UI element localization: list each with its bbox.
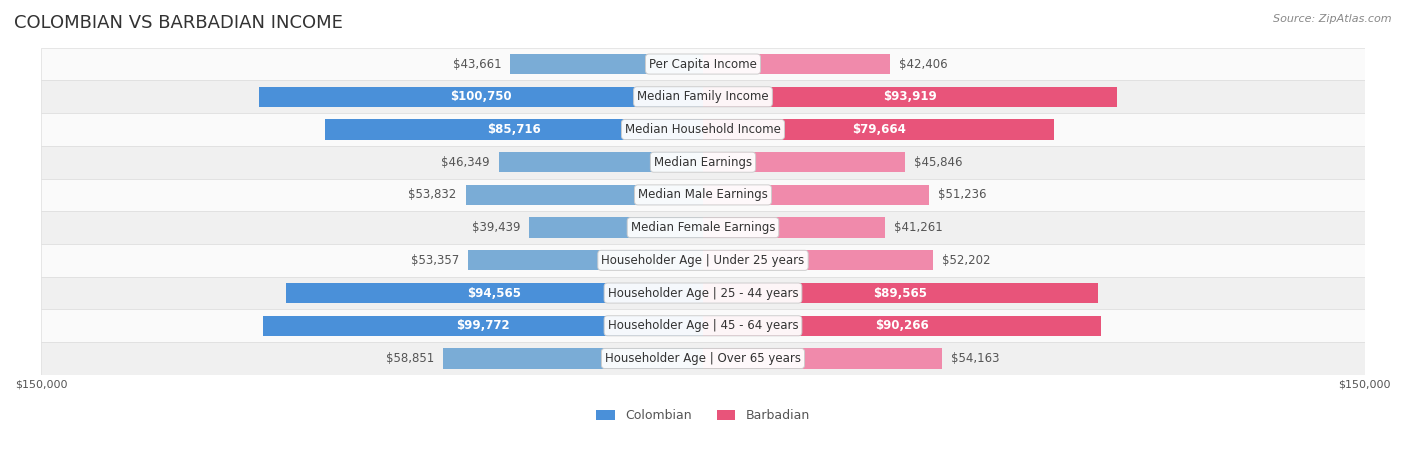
Text: Householder Age | Under 25 years: Householder Age | Under 25 years: [602, 254, 804, 267]
FancyBboxPatch shape: [41, 244, 1365, 277]
Text: Source: ZipAtlas.com: Source: ZipAtlas.com: [1274, 14, 1392, 24]
Text: Householder Age | Over 65 years: Householder Age | Over 65 years: [605, 352, 801, 365]
Text: $51,236: $51,236: [938, 188, 987, 201]
Text: $79,664: $79,664: [852, 123, 905, 136]
FancyBboxPatch shape: [41, 113, 1365, 146]
Bar: [468, 250, 703, 270]
Text: Median Family Income: Median Family Income: [637, 90, 769, 103]
Text: $99,772: $99,772: [456, 319, 510, 333]
Bar: [259, 86, 703, 107]
Text: $39,439: $39,439: [471, 221, 520, 234]
Text: $94,565: $94,565: [467, 287, 522, 299]
FancyBboxPatch shape: [41, 48, 1365, 80]
Text: $46,349: $46,349: [441, 156, 489, 169]
Text: $52,202: $52,202: [942, 254, 991, 267]
Text: Median Female Earnings: Median Female Earnings: [631, 221, 775, 234]
Text: $54,163: $54,163: [950, 352, 1000, 365]
Bar: [285, 283, 703, 303]
Bar: [703, 316, 1101, 336]
Bar: [703, 54, 890, 74]
Legend: Colombian, Barbadian: Colombian, Barbadian: [592, 404, 814, 427]
Text: Householder Age | 25 - 44 years: Householder Age | 25 - 44 years: [607, 287, 799, 299]
Text: $53,357: $53,357: [411, 254, 458, 267]
Bar: [703, 86, 1118, 107]
Bar: [325, 120, 703, 140]
FancyBboxPatch shape: [41, 310, 1365, 342]
Bar: [703, 120, 1054, 140]
FancyBboxPatch shape: [41, 342, 1365, 375]
Bar: [443, 348, 703, 368]
Bar: [263, 316, 703, 336]
Bar: [703, 283, 1098, 303]
Text: $53,832: $53,832: [408, 188, 457, 201]
Bar: [703, 218, 884, 238]
Text: Median Earnings: Median Earnings: [654, 156, 752, 169]
Bar: [703, 250, 934, 270]
Text: Median Male Earnings: Median Male Earnings: [638, 188, 768, 201]
Text: $41,261: $41,261: [894, 221, 942, 234]
Text: COLOMBIAN VS BARBADIAN INCOME: COLOMBIAN VS BARBADIAN INCOME: [14, 14, 343, 32]
Bar: [703, 348, 942, 368]
FancyBboxPatch shape: [41, 178, 1365, 211]
FancyBboxPatch shape: [41, 80, 1365, 113]
Text: $100,750: $100,750: [450, 90, 512, 103]
Bar: [703, 152, 905, 172]
Bar: [703, 185, 929, 205]
FancyBboxPatch shape: [41, 211, 1365, 244]
Text: $90,266: $90,266: [876, 319, 929, 333]
Text: $93,919: $93,919: [883, 90, 936, 103]
Text: Per Capita Income: Per Capita Income: [650, 57, 756, 71]
Bar: [529, 218, 703, 238]
Bar: [510, 54, 703, 74]
Text: $89,565: $89,565: [873, 287, 928, 299]
Text: $85,716: $85,716: [486, 123, 541, 136]
Text: Median Household Income: Median Household Income: [626, 123, 780, 136]
Text: $45,846: $45,846: [914, 156, 963, 169]
Text: $42,406: $42,406: [898, 57, 948, 71]
Text: $43,661: $43,661: [453, 57, 502, 71]
FancyBboxPatch shape: [41, 146, 1365, 178]
Bar: [499, 152, 703, 172]
Text: Householder Age | 45 - 64 years: Householder Age | 45 - 64 years: [607, 319, 799, 333]
FancyBboxPatch shape: [41, 277, 1365, 310]
Bar: [465, 185, 703, 205]
Text: $58,851: $58,851: [387, 352, 434, 365]
